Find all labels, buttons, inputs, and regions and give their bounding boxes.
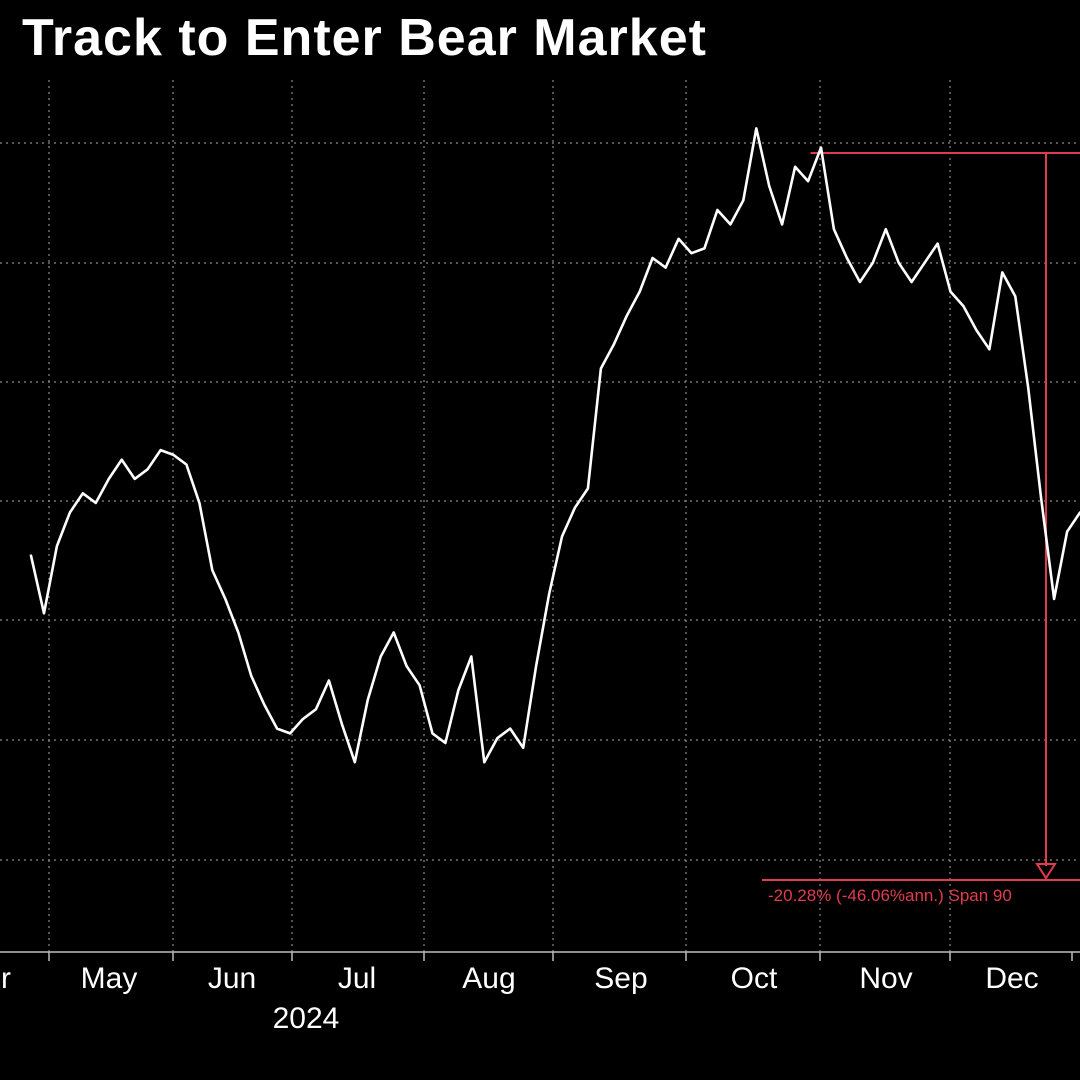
series-layer	[29, 127, 1080, 764]
chart-title: Track to Enter Bear Market	[22, 9, 707, 67]
x-tick-label: Nov	[859, 962, 912, 995]
x-tick-label: Aug	[462, 962, 515, 995]
drawdown-label: -20.28% (-46.06%ann.) Span 90	[768, 886, 1012, 905]
drawdown-annotation: -20.28% (-46.06%ann.) Span 90	[762, 152, 1080, 905]
x-tick-label: Dec	[985, 962, 1038, 995]
drawdown-arrow-head	[1035, 863, 1057, 880]
x-tick-label: r	[1, 962, 11, 995]
x-tick-label: Sep	[594, 962, 647, 995]
series-line	[29, 127, 1080, 764]
x-tick-label: May	[81, 962, 138, 995]
x-tick-label: Jul	[338, 962, 376, 995]
x-tick-label: Oct	[731, 962, 778, 995]
x-axis: r May Jun Jul Aug Sep Oct Nov Dec 2024	[0, 951, 1080, 1035]
year-label: 2024	[273, 1002, 340, 1035]
x-tick-label: Jun	[208, 962, 256, 995]
grid-layer	[0, 80, 1080, 952]
